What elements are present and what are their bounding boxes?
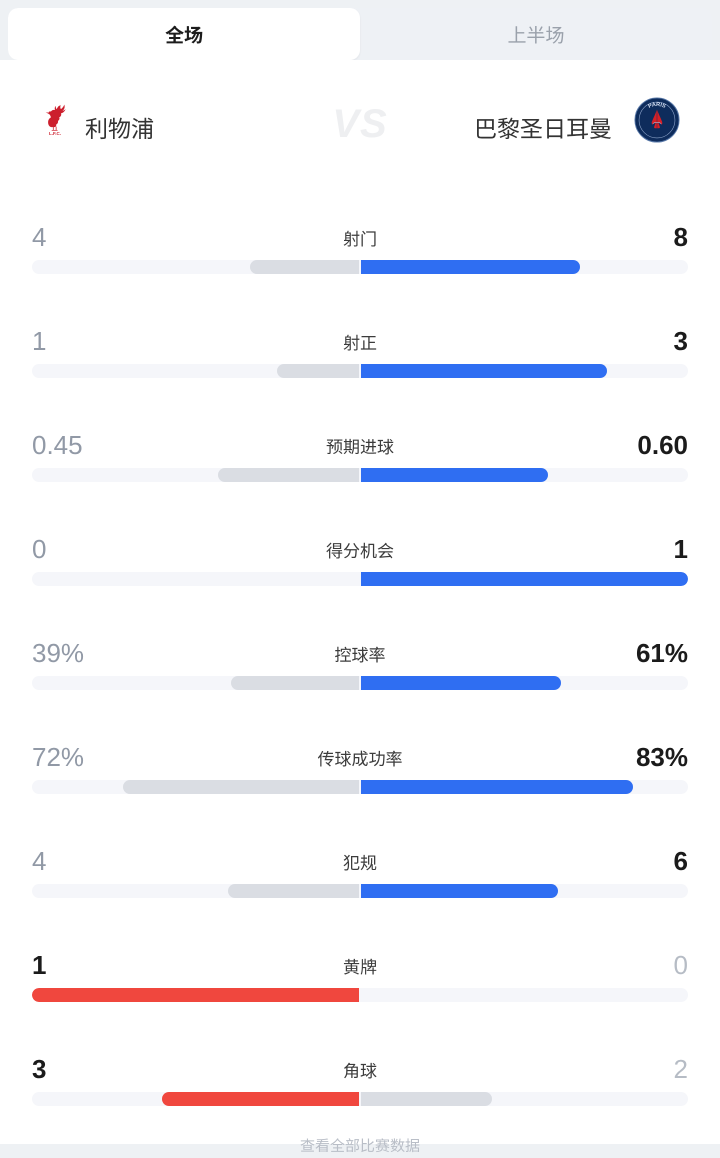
svg-text:L.F.C.: L.F.C. — [49, 131, 61, 136]
